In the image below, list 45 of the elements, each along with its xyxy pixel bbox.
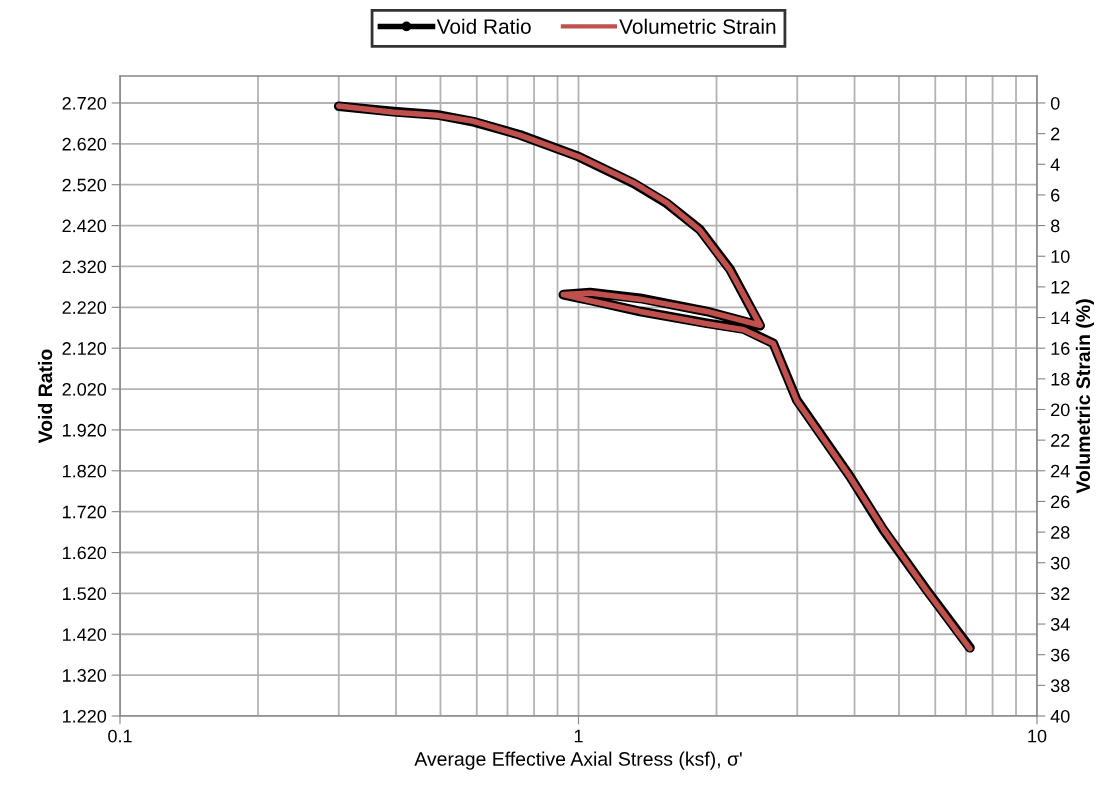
y2-axis-title: Volumetric Strain (%) [1075,299,1094,494]
legend-label: Volumetric Strain [619,18,776,34]
y-tick-label: 2.620 [62,137,107,151]
x-tick-label: 1 [574,729,583,743]
y-tick-label: 1.520 [63,587,107,601]
y2-tick-label: 38 [1050,679,1070,693]
legend-label: Void Ratio [436,18,531,34]
x-axis-title: Average Effective Axial Stress (ksf), σ' [414,751,742,770]
y-tick-label: 2.020 [62,382,107,396]
y-tick-label: 2.420 [62,219,107,233]
y-tick-label: 1.720 [63,505,107,519]
y-tick-label: 2.320 [62,260,107,274]
y-axis-title: Void Ratio [37,349,53,444]
y-tick-label: 1.320 [63,669,107,682]
y2-tick-label: 22 [1051,434,1070,447]
y2-tick-label: 4 [1050,158,1060,171]
x-tick-label: 0.1 [108,729,132,743]
y-tick-label: 1.220 [63,709,107,723]
y2-tick-label: 30 [1050,556,1070,570]
y2-tick-label: 0 [1050,96,1060,110]
y-tick-label: 2.720 [62,96,107,110]
y2-tick-label: 40 [1050,709,1070,723]
y-tick-label: 2.220 [62,301,107,315]
y2-tick-label: 2 [1051,127,1060,141]
y2-tick-label: 18 [1051,372,1070,386]
y2-tick-label: 12 [1051,280,1070,294]
y-tick-label: 1.620 [63,546,107,560]
y2-tick-label: 36 [1050,648,1070,662]
y-tick-label: 2.120 [62,342,107,355]
y2-tick-label: 34 [1050,617,1070,631]
y2-tick-label: 32 [1050,587,1070,601]
y2-tick-label: 14 [1051,311,1070,325]
y2-tick-label: 26 [1051,495,1070,509]
y-tick-label: 1.920 [63,423,107,437]
y2-tick-label: 16 [1051,342,1070,355]
y2-tick-label: 24 [1051,464,1070,478]
x-tick-label: 10 [1028,729,1047,743]
y-tick-label: 1.420 [63,628,107,641]
y-tick-label: 1.820 [63,464,107,478]
y2-tick-label: 8 [1050,219,1060,233]
y2-tick-label: 10 [1051,250,1070,263]
y2-tick-label: 20 [1051,403,1070,417]
y2-tick-label: 6 [1051,188,1060,202]
y2-tick-label: 28 [1051,526,1070,539]
y-tick-label: 2.520 [62,178,107,192]
